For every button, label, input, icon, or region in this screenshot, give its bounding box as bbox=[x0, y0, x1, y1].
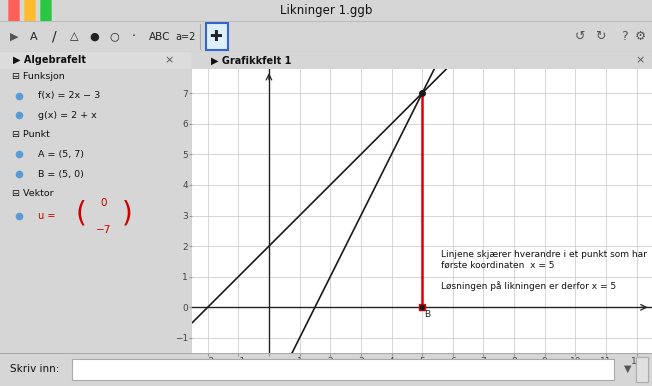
Text: ×: × bbox=[636, 55, 645, 65]
Text: ⚙: ⚙ bbox=[634, 30, 645, 43]
Text: A: A bbox=[30, 32, 38, 42]
Text: Likninger 1.ggb: Likninger 1.ggb bbox=[280, 4, 372, 17]
Text: første koordinaten  x = 5: første koordinaten x = 5 bbox=[441, 261, 554, 270]
Text: ↺: ↺ bbox=[575, 30, 585, 43]
FancyBboxPatch shape bbox=[636, 357, 648, 383]
Text: u =: u = bbox=[38, 211, 59, 221]
Text: ▼: ▼ bbox=[624, 364, 632, 374]
Text: ⊟ Punkt: ⊟ Punkt bbox=[12, 130, 50, 139]
FancyBboxPatch shape bbox=[72, 359, 614, 381]
Text: ▶ Algebrafelt: ▶ Algebrafelt bbox=[14, 55, 87, 65]
Text: ○: ○ bbox=[109, 32, 119, 42]
Text: ABC: ABC bbox=[149, 32, 171, 42]
Text: B: B bbox=[424, 310, 431, 319]
Text: ?: ? bbox=[621, 30, 627, 43]
Text: ✚: ✚ bbox=[210, 29, 222, 44]
Text: △: △ bbox=[70, 32, 78, 42]
Text: Linjene skjærer hverandre i et punkt som har: Linjene skjærer hverandre i et punkt som… bbox=[441, 250, 646, 259]
Text: ⋅: ⋅ bbox=[132, 30, 136, 43]
Text: Skriv inn:: Skriv inn: bbox=[10, 364, 59, 374]
Text: g(x) = 2 + x: g(x) = 2 + x bbox=[38, 111, 97, 120]
Text: f(x) = 2x − 3: f(x) = 2x − 3 bbox=[38, 91, 100, 100]
Text: ●: ● bbox=[89, 32, 99, 42]
Bar bbox=[0, 52, 192, 69]
Circle shape bbox=[41, 0, 51, 117]
Text: A = (5, 7): A = (5, 7) bbox=[38, 150, 85, 159]
Text: ▶ Grafikkfelt 1: ▶ Grafikkfelt 1 bbox=[211, 55, 291, 65]
Text: ▶: ▶ bbox=[10, 32, 18, 42]
Text: B = (5, 0): B = (5, 0) bbox=[38, 169, 84, 179]
Text: Løsningen på likningen er derfor x = 5: Løsningen på likningen er derfor x = 5 bbox=[441, 281, 615, 291]
Text: 0: 0 bbox=[100, 198, 107, 208]
Text: ⊟ Vektor: ⊟ Vektor bbox=[12, 189, 53, 198]
Circle shape bbox=[9, 0, 19, 117]
Text: a=2: a=2 bbox=[176, 32, 196, 42]
Text: /: / bbox=[52, 30, 56, 44]
Text: ×: × bbox=[164, 55, 174, 65]
Text: ↻: ↻ bbox=[595, 30, 605, 43]
Text: ⊟ Funksjon: ⊟ Funksjon bbox=[12, 72, 65, 81]
FancyBboxPatch shape bbox=[206, 24, 228, 50]
Circle shape bbox=[25, 0, 35, 117]
Text: ): ) bbox=[121, 199, 132, 227]
Text: (: ( bbox=[76, 199, 86, 227]
Text: −7: −7 bbox=[96, 225, 111, 235]
